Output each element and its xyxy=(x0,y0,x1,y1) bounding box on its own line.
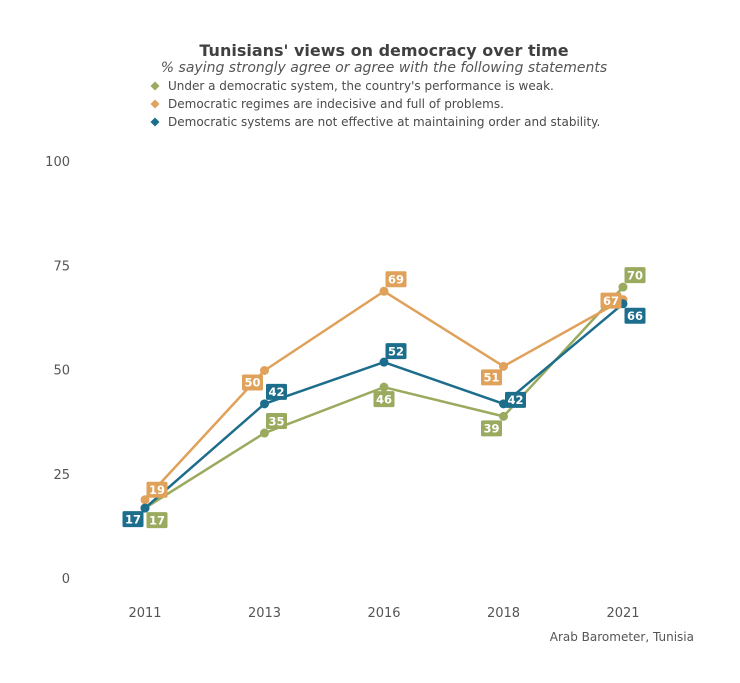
x-tick-label: 2013 xyxy=(248,606,281,621)
data-label: 70 xyxy=(624,267,646,284)
data-label-text: 42 xyxy=(268,385,284,399)
data-label-box xyxy=(122,511,144,528)
data-point xyxy=(260,428,269,438)
data-label-box xyxy=(146,481,168,498)
data-labels: 17 35 46 39 70 19 50 69 51 67 17 42 52 42 66 xyxy=(122,267,646,529)
chart-subtitle: % saying strongly agree or agree with th… xyxy=(161,60,607,76)
y-axis: 0 25 50 75 100 xyxy=(45,155,70,587)
data-label: 66 xyxy=(624,307,646,324)
data-label: 17 xyxy=(122,511,144,528)
data-label: 35 xyxy=(266,413,287,430)
data-label-box xyxy=(624,307,646,324)
data-label: 46 xyxy=(373,391,395,408)
data-label-box xyxy=(385,343,407,360)
data-label-box xyxy=(481,369,502,386)
data-label-text: 50 xyxy=(244,376,260,390)
data-point xyxy=(260,399,269,409)
chart-title: Tunisians' views on democracy over time xyxy=(199,41,568,60)
data-label-text: 42 xyxy=(507,393,523,407)
data-label-box xyxy=(242,374,263,391)
data-label: 42 xyxy=(505,391,526,408)
data-label: 50 xyxy=(242,374,263,391)
data-label-text: 35 xyxy=(268,414,284,428)
y-tick-label: 50 xyxy=(53,364,70,379)
y-tick-label: 100 xyxy=(45,155,70,170)
data-label: 67 xyxy=(600,292,622,309)
data-label-text: 52 xyxy=(388,344,404,358)
legend: Under a democratic system, the country's… xyxy=(150,79,600,129)
legend-marker xyxy=(150,81,160,91)
x-tick-label: 2018 xyxy=(487,606,520,621)
legend-entry: Democratic regimes are indecisive and fu… xyxy=(168,97,504,111)
data-label-box xyxy=(373,391,395,408)
data-point xyxy=(379,357,389,367)
data-point xyxy=(499,411,508,421)
data-label: 69 xyxy=(385,271,407,288)
data-point xyxy=(260,366,269,375)
legend-marker xyxy=(150,99,160,109)
data-label: 51 xyxy=(481,369,502,386)
x-tick-label: 2021 xyxy=(606,606,639,621)
legend-entry: Under a democratic system, the country's… xyxy=(168,79,554,93)
legend-entry: Democratic systems are not effective at … xyxy=(168,115,600,129)
data-label-text: 67 xyxy=(603,294,619,308)
data-label-box xyxy=(146,512,168,529)
y-tick-label: 0 xyxy=(62,572,70,587)
data-label-text: 46 xyxy=(376,392,392,406)
data-label-box xyxy=(600,292,622,309)
data-label-text: 69 xyxy=(388,272,404,286)
data-label: 42 xyxy=(266,383,287,400)
data-label-text: 51 xyxy=(483,371,499,385)
data-label: 17 xyxy=(146,512,168,529)
plot-area xyxy=(140,282,628,513)
data-label-text: 19 xyxy=(149,483,165,497)
x-tick-label: 2011 xyxy=(128,606,161,621)
data-label: 19 xyxy=(146,481,168,498)
source-note: Arab Barometer, Tunisia xyxy=(550,630,694,644)
data-label-box xyxy=(385,271,407,288)
data-label-box xyxy=(624,267,646,284)
data-label-text: 70 xyxy=(627,268,643,282)
data-label: 52 xyxy=(385,343,407,360)
y-tick-label: 25 xyxy=(53,468,70,483)
x-tick-label: 2016 xyxy=(367,606,400,621)
data-point xyxy=(618,282,628,292)
legend-marker xyxy=(150,117,160,127)
data-point xyxy=(379,286,389,296)
data-label-box xyxy=(505,391,526,408)
data-label-box xyxy=(266,413,287,430)
data-point xyxy=(499,361,508,371)
data-point xyxy=(140,503,150,513)
data-point xyxy=(379,382,389,392)
data-label-box xyxy=(266,383,287,400)
data-label-text: 39 xyxy=(483,422,499,436)
y-tick-label: 75 xyxy=(53,259,70,274)
data-label-text: 17 xyxy=(149,513,165,527)
data-label-text: 17 xyxy=(125,512,141,526)
data-label-text: 66 xyxy=(627,309,643,323)
data-label: 39 xyxy=(481,420,502,437)
x-axis: 2011 2013 2016 2018 2021 xyxy=(128,606,639,621)
data-label-box xyxy=(481,420,502,437)
